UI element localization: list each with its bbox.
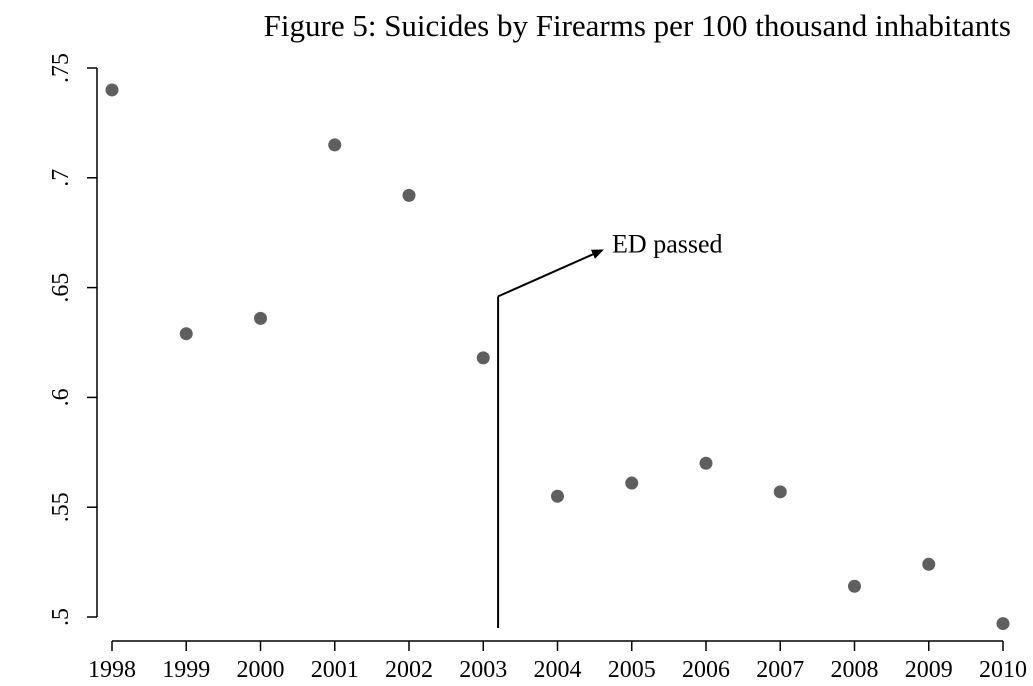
x-tick-label: 1999 [162, 657, 210, 683]
annotation-ed-passed: ED passed [497, 229, 723, 628]
y-tick-label: .55 [48, 492, 74, 522]
data-point [328, 138, 342, 152]
data-point [476, 351, 490, 365]
annotation-label: ED passed [612, 229, 722, 258]
data-point [402, 188, 416, 202]
x-tick-label: 2007 [756, 657, 804, 683]
data-point [922, 557, 936, 571]
annotation-arrow [497, 249, 604, 298]
data-point [773, 485, 787, 499]
x-tick-label: 2001 [311, 657, 359, 683]
y-tick-label: .65 [48, 273, 74, 303]
data-point [996, 617, 1010, 631]
y-tick-label: .5 [48, 608, 74, 626]
data-point [254, 311, 267, 325]
x-tick-label: 2000 [237, 657, 285, 683]
data-point [105, 83, 119, 97]
y-tick-label: .6 [48, 388, 74, 406]
x-tick-label: 2002 [385, 657, 433, 683]
data-point [551, 489, 564, 503]
data-point [848, 579, 861, 593]
y-tick-label: .7 [48, 169, 74, 187]
x-tick-label: 2006 [682, 657, 730, 683]
x-tick-label: 2004 [534, 657, 582, 683]
data-point [625, 476, 639, 490]
x-tick-label: 2003 [459, 657, 507, 683]
x-tick-label: 2008 [831, 657, 879, 683]
axes: .5 .55 .6 .65 .7 .75 1998 1999 2000 2001 2002 2003 2… [48, 53, 1027, 683]
x-tick-label: 2005 [608, 657, 656, 683]
data-points [105, 83, 1010, 631]
data-point [699, 456, 713, 470]
x-tick-label: 1998 [88, 657, 136, 683]
data-point [179, 327, 193, 341]
chart-title: Figure 5: Suicides by Firearms per 100 t… [263, 8, 1011, 43]
x-tick-label: 2009 [905, 657, 953, 683]
y-tick-label: .75 [48, 53, 74, 83]
x-tick-label: 2010 [979, 657, 1027, 683]
